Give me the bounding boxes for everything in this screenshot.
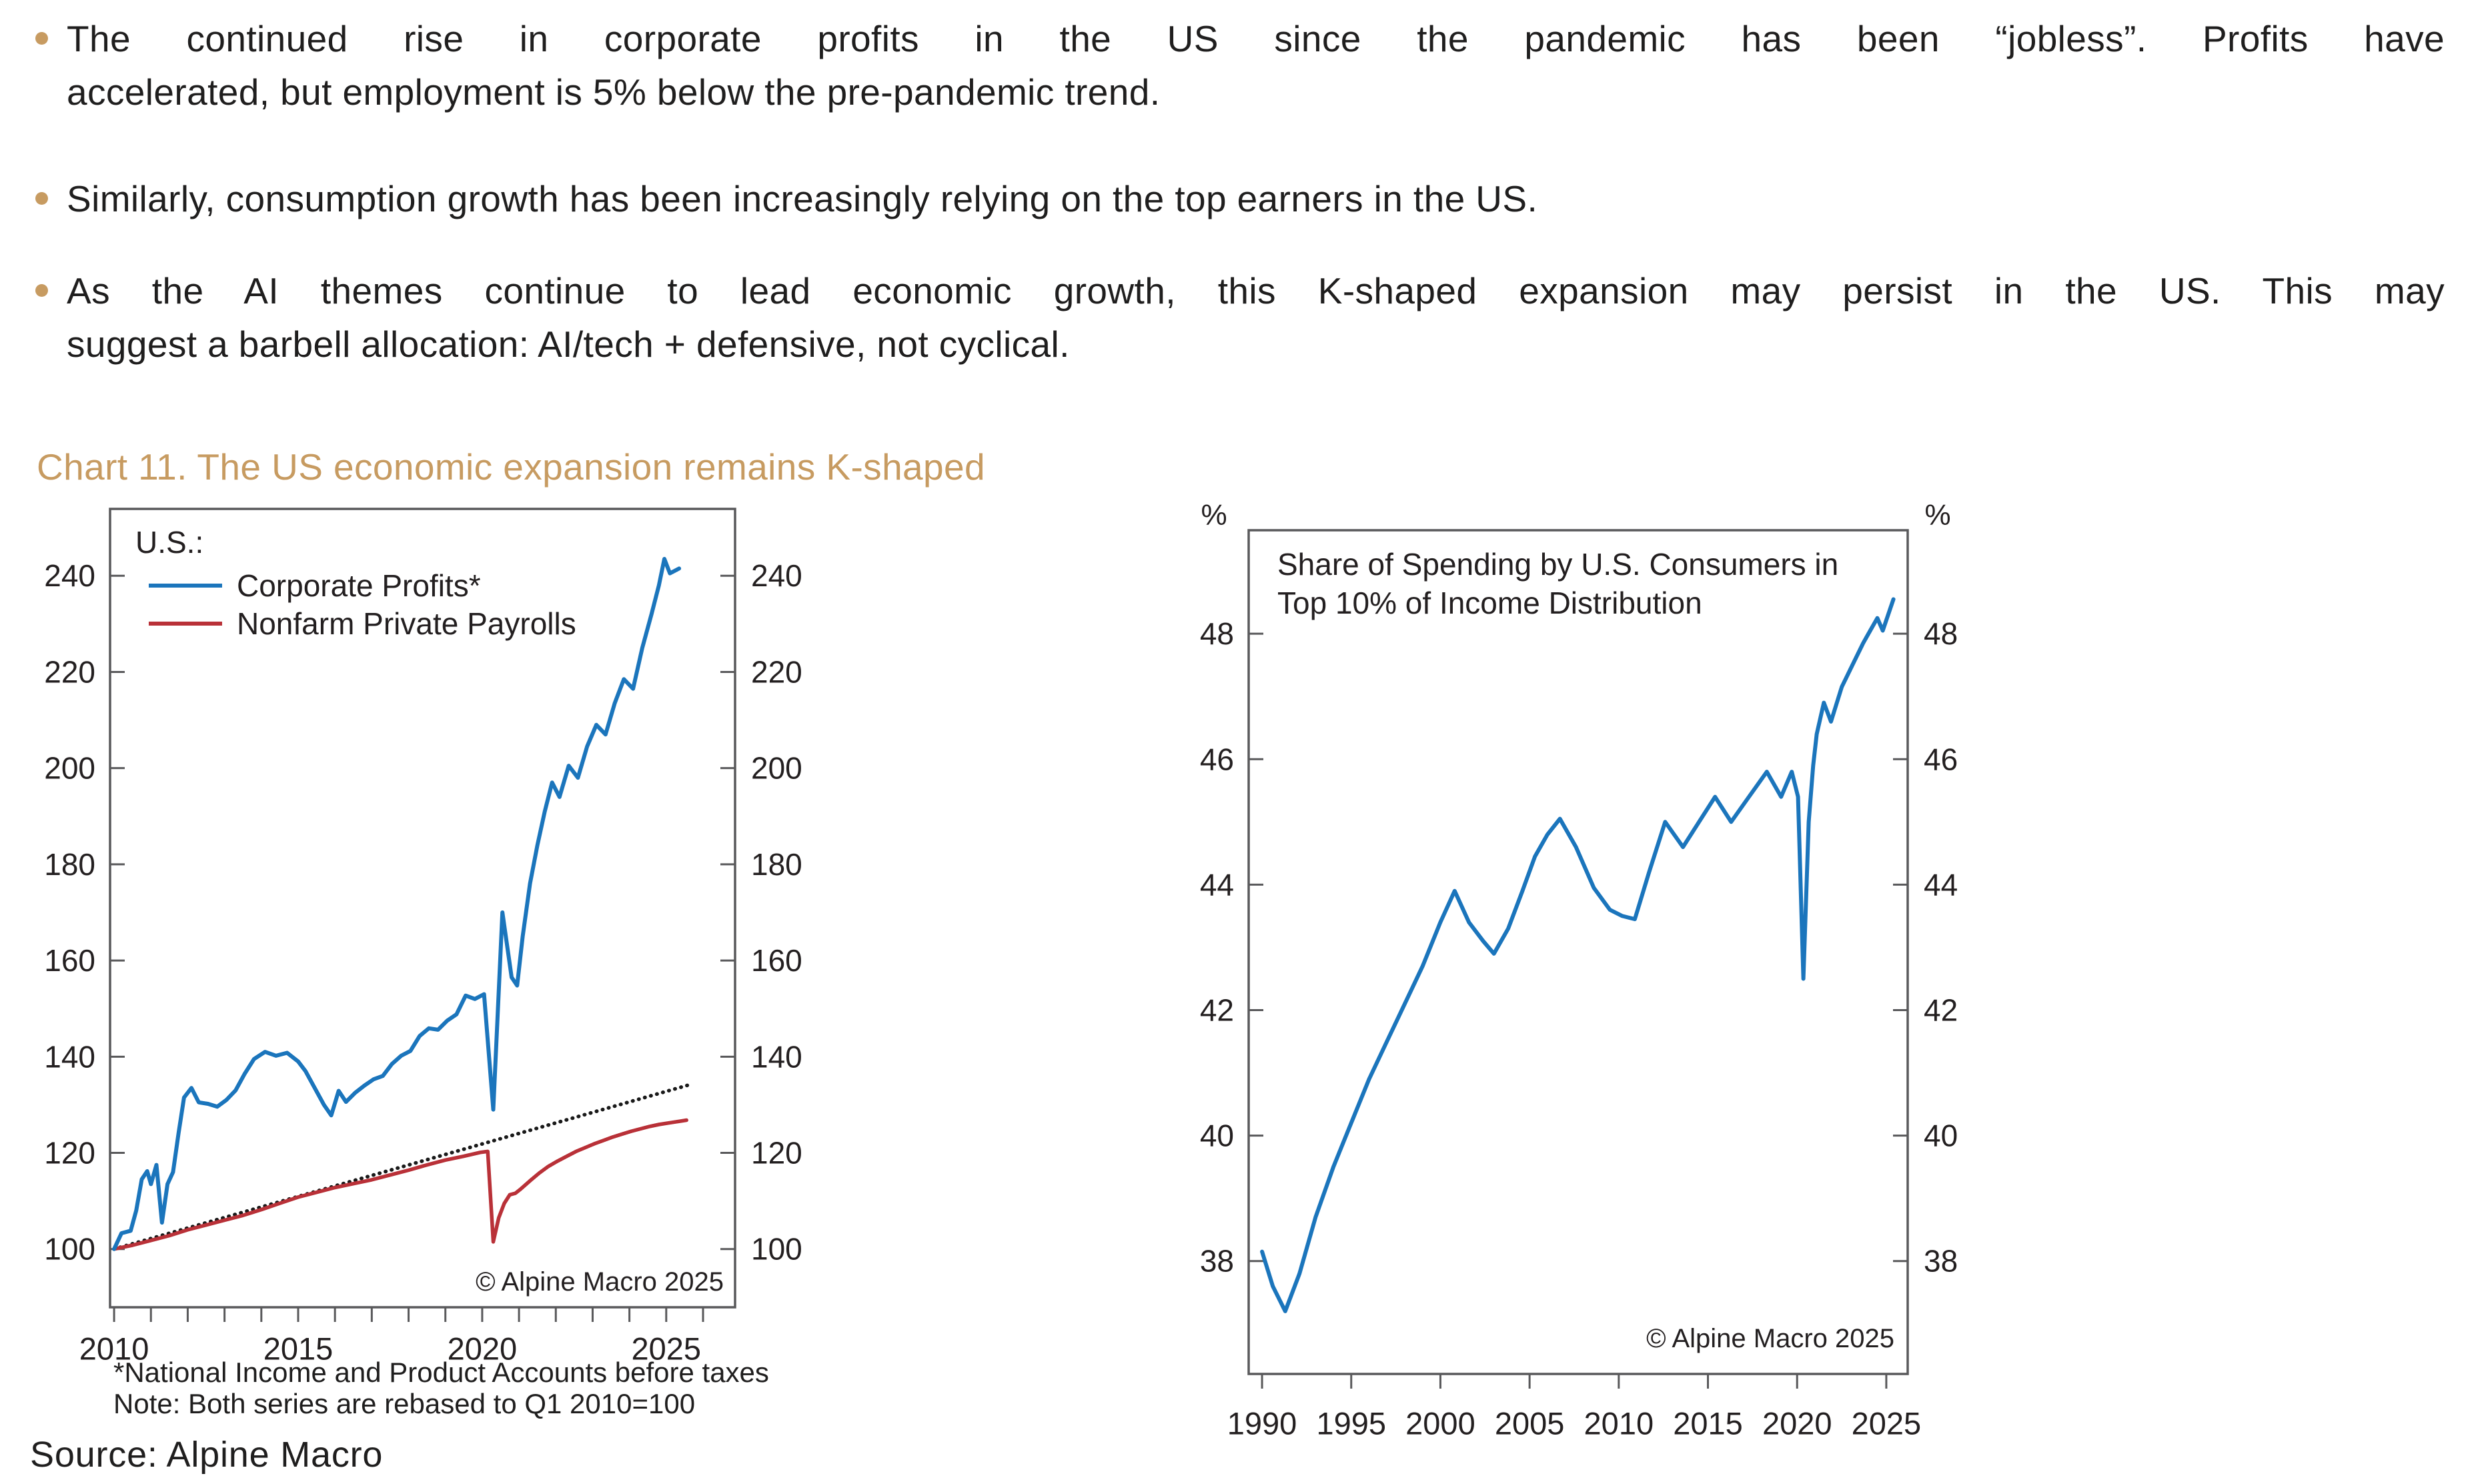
y-tick-label-left: 120 (44, 1136, 95, 1171)
x-tick-label: 2025 (1852, 1406, 1922, 1441)
y-tick-label-left: 42 (1200, 992, 1234, 1027)
y-tick-label-right: 120 (751, 1136, 802, 1171)
unit-label-right: % (1924, 499, 1950, 532)
x-tick-label: 2010 (1584, 1406, 1654, 1441)
bullet-icon (35, 284, 48, 297)
bullet-3-line-1: As the AI themes continue to lead econom… (67, 270, 2445, 311)
unit-label-left: % (1201, 499, 1227, 532)
y-tick-label-left: 38 (1200, 1244, 1234, 1279)
chart-heading: Chart 11. The US economic expansion rema… (37, 446, 986, 488)
x-tick-label: 2025 (632, 1331, 702, 1367)
y-tick-label-right: 48 (1924, 616, 1958, 651)
legend-label-corporate-profits: Corporate Profits* (237, 568, 481, 603)
bullet-2-line-1: Similarly, consumption growth has been i… (67, 178, 1538, 219)
series-corporate-profits (112, 557, 682, 1251)
plot-border (1247, 529, 1909, 1375)
y-tick-label-right: 200 (751, 751, 802, 786)
y-tick-label-right: 240 (751, 558, 802, 593)
copyright-note: © Alpine Macro 2025 (1646, 1324, 1894, 1353)
y-tick-label-right: 220 (751, 654, 802, 689)
x-tick-label: 2020 (448, 1331, 518, 1367)
series-nonfarm-private-payrolls (112, 1118, 688, 1251)
y-tick-label-right: 180 (751, 847, 802, 882)
bullet-icon (35, 32, 48, 45)
x-tick-label: 2010 (79, 1331, 149, 1367)
chart-title-line: Top 10% of Income Distribution (1277, 586, 1702, 620)
y-tick-label-right: 160 (751, 943, 802, 978)
chart-footnote-2: Note: Both series are rebased to Q1 2010… (113, 1388, 696, 1419)
y-tick-label-left: 40 (1200, 1119, 1234, 1153)
y-tick-label-right: 44 (1924, 867, 1958, 902)
y-tick-label-left: 100 (44, 1232, 95, 1267)
series-top-10-spending-share (1260, 597, 1896, 1313)
x-tick-label: 2020 (1762, 1406, 1832, 1441)
x-tick-label: 2015 (1673, 1406, 1743, 1441)
y-tick-label-right: 38 (1924, 1244, 1958, 1279)
x-tick-label: 2005 (1495, 1406, 1565, 1441)
x-tick-label: 2000 (1405, 1406, 1475, 1441)
y-tick-label-left: 44 (1200, 867, 1234, 902)
series-dotted-trend-line (112, 1082, 692, 1251)
bullet-1-line-2: accelerated, but employment is 5% below … (67, 71, 1161, 113)
y-tick-label-left: 220 (44, 654, 95, 689)
y-tick-label-right: 100 (751, 1232, 802, 1267)
y-tick-label-right: 42 (1924, 992, 1958, 1027)
x-tick-label: 1990 (1227, 1406, 1297, 1441)
legend-label-nonfarm-private-payrolls: Nonfarm Private Payrolls (237, 606, 576, 641)
x-tick-label: 1995 (1316, 1406, 1386, 1441)
chart-share-of-spending-by-us-consumers-in-top-10-of-income-distribution: 38 38 40 40 42 42 44 44 46 46 48 48 1990 1995 2000 2005… (1200, 499, 1958, 1441)
chart-us-corporate-profits-vs-nonfarm-private-payrolls: 100 100 120 120 140 140 160 160 180 180 200 200 220 2… (44, 508, 802, 1367)
copyright-note: © Alpine Macro 2025 (476, 1267, 724, 1297)
y-tick-label-left: 180 (44, 847, 95, 882)
source-line: Source: Alpine Macro (30, 1435, 384, 1475)
bullet-1-line-1: The continued rise in corporate profits … (67, 18, 2445, 59)
y-tick-label-right: 40 (1924, 1119, 1958, 1153)
x-tick-label: 2015 (263, 1331, 334, 1367)
plot-border (109, 508, 736, 1309)
bullet-icon (35, 192, 48, 205)
bullet-3-line-2: suggest a barbell allocation: AI/tech + … (67, 323, 1070, 365)
chart-title-line: Share of Spending by U.S. Consumers in (1277, 547, 1838, 582)
y-tick-label-right: 140 (751, 1039, 802, 1074)
chart-footnote-1: *National Income and Product Accounts be… (113, 1357, 769, 1388)
y-tick-label-left: 46 (1200, 742, 1234, 776)
y-tick-label-left: 160 (44, 943, 95, 978)
y-tick-label-left: 48 (1200, 616, 1234, 651)
y-tick-label-right: 46 (1924, 742, 1958, 776)
y-tick-label-left: 140 (44, 1039, 95, 1074)
legend-title: U.S.: (135, 525, 203, 560)
y-tick-label-left: 240 (44, 558, 95, 593)
y-tick-label-left: 200 (44, 751, 95, 786)
